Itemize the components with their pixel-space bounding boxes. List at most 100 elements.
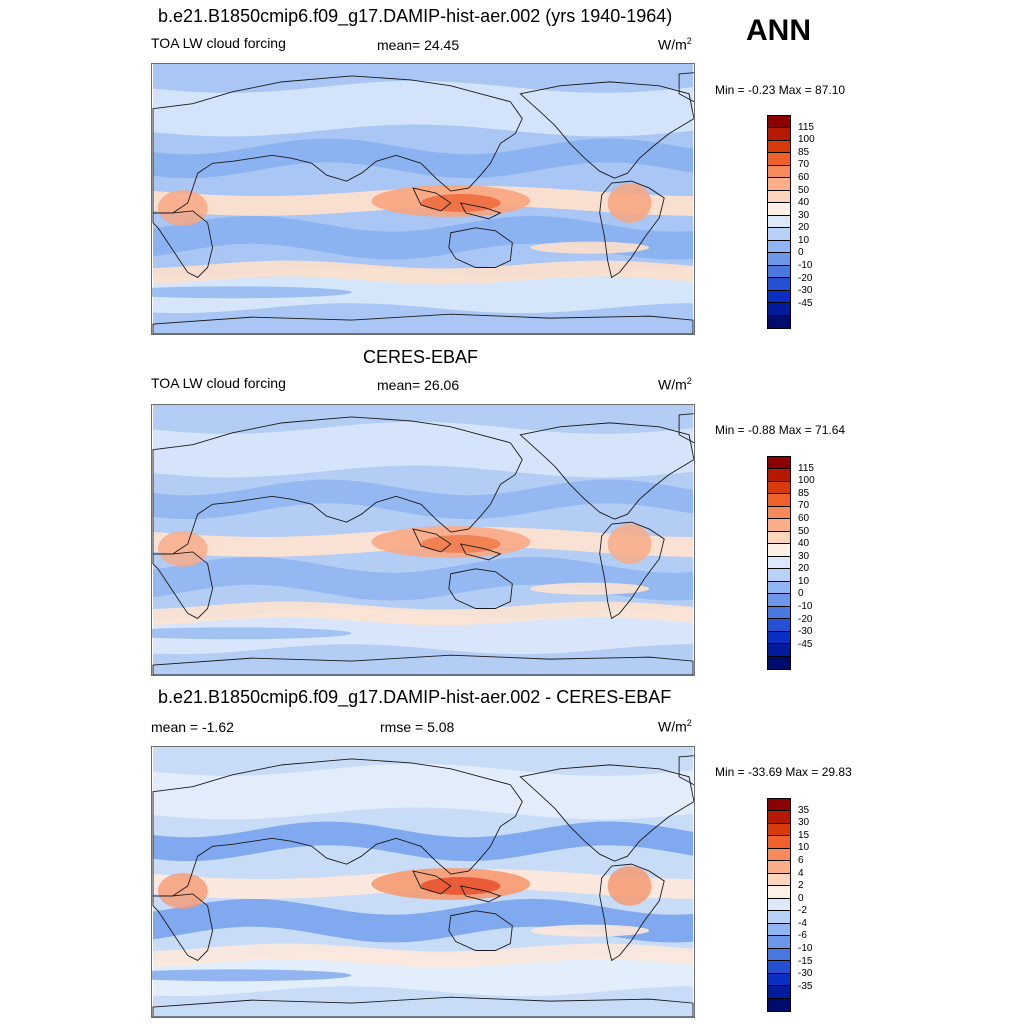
colorbar-swatch (768, 823, 790, 837)
colorbar-tick-label: 115 (798, 462, 814, 474)
field-hotspot (157, 531, 208, 567)
colorbar-tick-label: -10 (798, 260, 813, 272)
coastline (448, 568, 513, 609)
colorbar-swatch (768, 116, 790, 129)
panel3-map (151, 746, 695, 1018)
colorbar-swatch (768, 556, 790, 570)
coastline (519, 81, 694, 179)
colorbar-swatch (768, 998, 790, 1011)
panel3-minmax: Min = -33.69 Max = 29.83 (715, 765, 852, 779)
panel3-rmse-label: rmse = 5.08 (380, 719, 455, 735)
panel2-title: CERES-EBAF (363, 347, 479, 367)
colorbar-swatch (768, 265, 790, 279)
colorbar-tick-label: 70 (798, 500, 810, 512)
field-band (153, 479, 693, 520)
field-band (153, 421, 693, 478)
colorbar-swatch (768, 811, 790, 824)
field-band (152, 627, 352, 640)
coastline (152, 996, 694, 1017)
colorbar-swatch (768, 315, 790, 328)
colorbar-swatch (768, 240, 790, 254)
colorbar-tick-label: 30 (798, 817, 810, 829)
colorbar-tick-label: 115 (798, 121, 814, 133)
colorbar-tick-label: -20 (798, 272, 813, 284)
colorbar-tick-label: 100 (798, 475, 815, 487)
panel3-mean-label: mean = -1.62 (151, 719, 234, 735)
colorbar-tick-label: 50 (798, 184, 810, 196)
colorbar-tick-label: -6 (798, 930, 807, 942)
panel1-title: b.e21.B1850cmip6.f09_g17.DAMIP-hist-aer.… (158, 6, 673, 26)
panel2-variable-label: TOA LW cloud forcing (151, 375, 286, 391)
colorbar-swatch (768, 948, 790, 962)
colorbar-swatch (768, 886, 790, 899)
field-band (152, 969, 352, 982)
colorbar-swatch (768, 911, 790, 924)
colorbar-swatch (768, 973, 790, 987)
colorbar-swatch (768, 986, 790, 999)
coastline (519, 422, 694, 520)
colorbar-swatch (768, 190, 790, 204)
colorbar-tick-label: -20 (798, 613, 813, 625)
field-band (530, 924, 650, 937)
colorbar-tick-label: -30 (798, 626, 813, 638)
colorbar-swatch (768, 153, 790, 166)
colorbar-swatch (768, 481, 790, 495)
colorbar-swatch (768, 923, 790, 937)
field-hotspot (607, 866, 652, 906)
field-band (153, 608, 693, 655)
panel1-units: W/m2 (658, 36, 692, 53)
field-band (153, 260, 693, 285)
field-band (153, 898, 693, 943)
panel1-variable-label: TOA LW cloud forcing (151, 35, 286, 51)
coastline (459, 543, 502, 561)
colorbar-swatch (768, 228, 790, 241)
colorbar-tick-label: 30 (798, 209, 810, 221)
colorbar-tick-label: 0 (798, 247, 804, 259)
map-field (152, 747, 694, 1017)
colorbar-tick-label: -45 (798, 638, 813, 650)
colorbar-tick-label: 0 (798, 892, 804, 904)
field-hotspot (607, 183, 652, 223)
coastline (152, 758, 523, 897)
colorbar-swatch (768, 581, 790, 595)
colorbar-tick-label: 100 (798, 134, 815, 146)
field-band (152, 286, 352, 299)
coastline (152, 75, 523, 214)
coastline (152, 893, 214, 961)
colorbar-swatch (768, 506, 790, 520)
colorbar-swatch (768, 203, 790, 216)
panel2-units: W/m2 (658, 376, 692, 393)
colorbar-swatch (768, 569, 790, 582)
field-band (153, 943, 693, 968)
field-band (153, 267, 693, 314)
colorbar-tick-label: 60 (798, 512, 810, 524)
coastline (152, 210, 214, 278)
panel2-minmax: Min = -0.88 Max = 71.64 (715, 423, 846, 437)
season-label: ANN (746, 14, 811, 47)
field-band (153, 763, 693, 820)
colorbar-swatch (768, 873, 790, 887)
colorbar-tick-label: 35 (798, 804, 810, 816)
colorbar-tick-label: 15 (798, 829, 810, 841)
coastline (412, 528, 452, 553)
colorbar-swatch (768, 898, 790, 912)
colorbar-tick-label: 40 (798, 538, 810, 550)
field-band (153, 601, 693, 626)
coastline (448, 910, 513, 951)
colorbar-tick-label: -10 (798, 943, 813, 955)
colorbar-swatch (768, 278, 790, 291)
field-hotspot (607, 524, 652, 564)
panel2-mean-label: mean= 26.06 (377, 377, 460, 393)
colorbar-swatch (768, 799, 790, 812)
colorbar-swatch (768, 848, 790, 862)
field-band (530, 582, 650, 595)
colorbar-swatch (768, 936, 790, 949)
field-band (153, 80, 693, 137)
colorbar-tick-label: 85 (798, 146, 810, 158)
colorbar-swatch (768, 631, 790, 645)
colorbar-swatch (768, 619, 790, 632)
field-band (153, 556, 693, 601)
colorbar-swatch (768, 656, 790, 669)
colorbar-tick-label: -2 (798, 905, 807, 917)
colorbar-swatch (768, 594, 790, 607)
